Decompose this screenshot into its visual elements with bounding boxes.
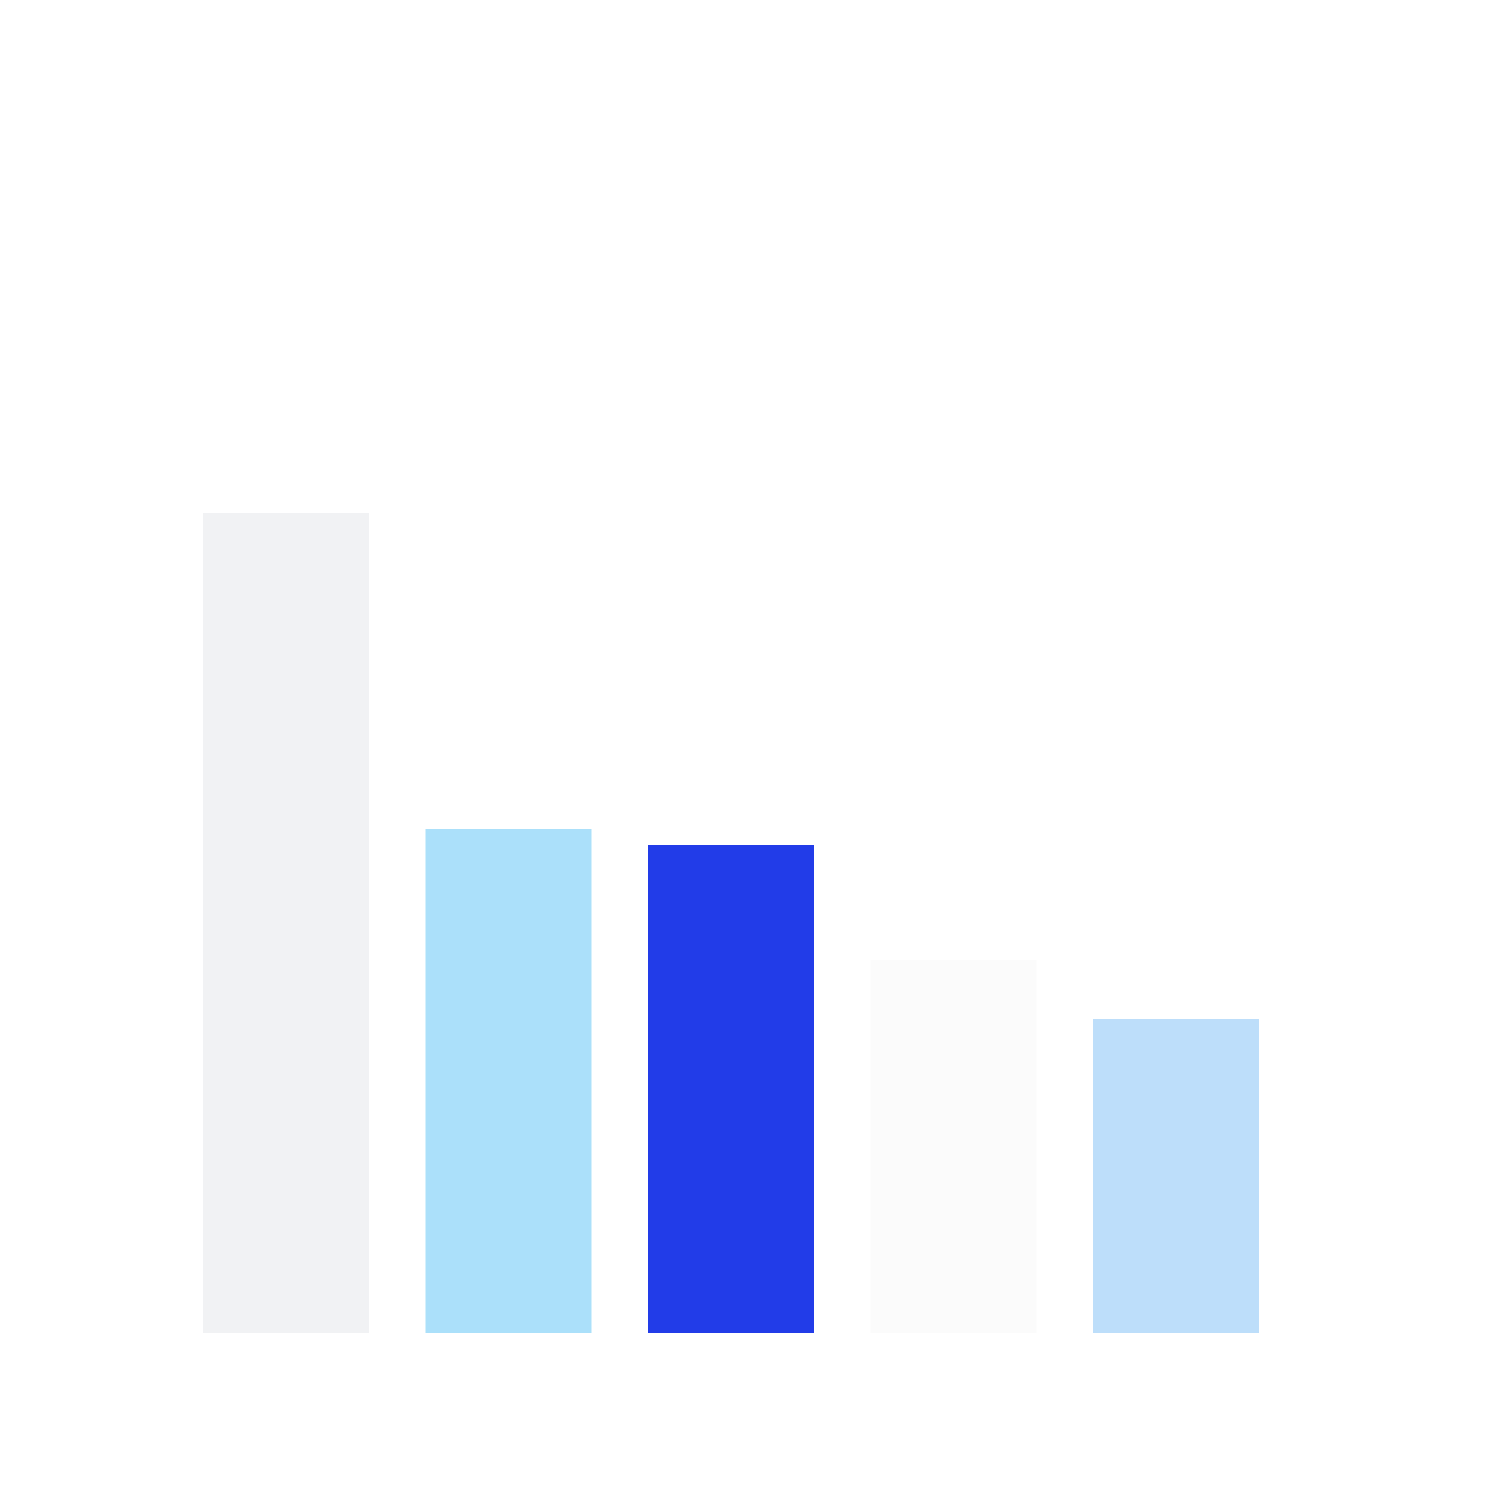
bar <box>203 513 369 1333</box>
bar <box>1093 1019 1259 1333</box>
bar <box>870 960 1037 1333</box>
bar <box>425 829 592 1333</box>
bar <box>648 845 814 1333</box>
